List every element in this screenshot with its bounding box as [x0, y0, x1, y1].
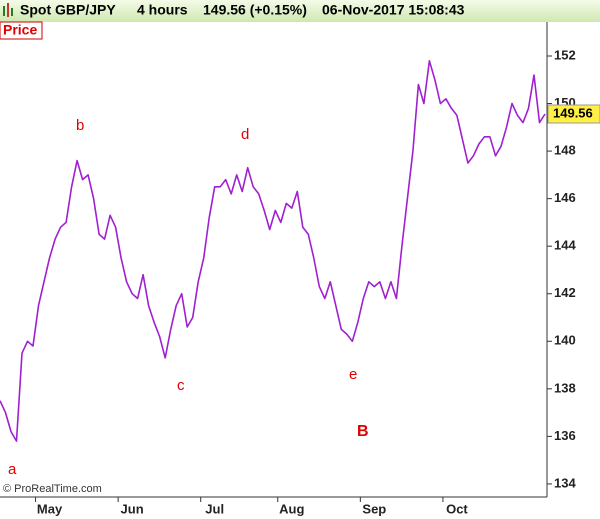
instrument: Spot GBP/JPY: [20, 2, 116, 18]
y-tick-label: 138: [554, 380, 576, 395]
x-tick-label: Jun: [121, 501, 144, 516]
x-tick-label: Jul: [205, 501, 224, 516]
header-bar: [0, 0, 600, 22]
watermark: © ProRealTime.com: [3, 483, 102, 495]
x-tick-label: May: [37, 501, 63, 516]
timestamp: 06-Nov-2017 15:08:43: [322, 2, 465, 18]
y-tick-label: 134: [554, 475, 576, 490]
y-tick-label: 144: [554, 238, 576, 253]
panel-label-box: [0, 21, 43, 40]
y-tick-label: 136: [554, 428, 576, 443]
y-tick-label: 140: [554, 333, 576, 348]
y-tick-label: 152: [554, 47, 576, 62]
y-tick-label: 142: [554, 285, 576, 300]
x-tick-label: Aug: [279, 501, 304, 516]
x-tick-label: Sep: [362, 501, 386, 516]
y-tick-label: 148: [554, 143, 576, 158]
annotation: B: [357, 423, 369, 440]
annotation: b: [76, 117, 84, 134]
price-change: 149.56 (+0.15%): [203, 2, 307, 18]
panel-label: Price: [3, 22, 37, 38]
annotation: e: [349, 366, 357, 383]
annotation: a: [8, 461, 17, 478]
last-value-label: 149.56: [553, 105, 593, 120]
last-value-box: [547, 104, 600, 124]
x-tick-label: Oct: [446, 501, 468, 516]
annotation: c: [177, 377, 185, 394]
app-icon: [3, 3, 13, 17]
price-line: [0, 59, 546, 442]
y-tick-label: 146: [554, 190, 576, 205]
interval: 4 hours: [137, 2, 188, 18]
annotation: d: [241, 126, 249, 143]
